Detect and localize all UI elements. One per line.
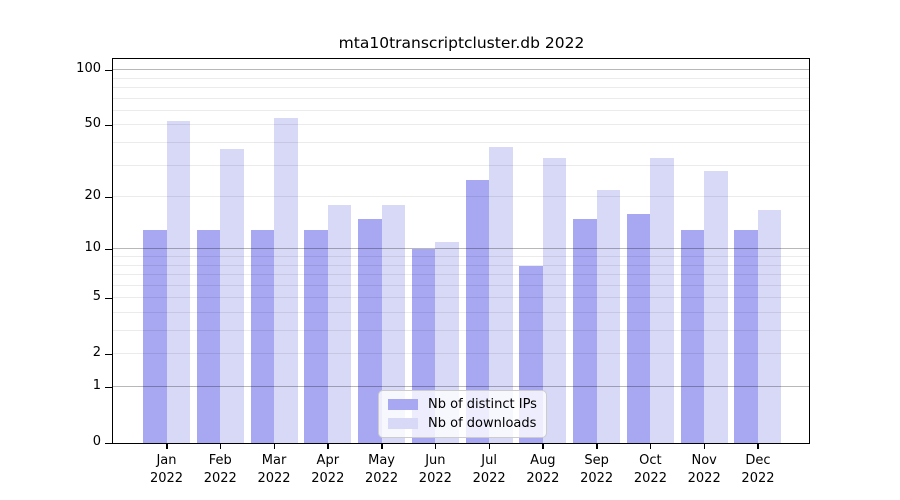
y-tick-label: 1: [92, 378, 101, 393]
bar-ips: [680, 229, 705, 443]
gridline-minor: [113, 77, 810, 79]
plot-area: [113, 59, 810, 443]
y-tick-label: 2: [92, 345, 101, 361]
y-tick: [105, 196, 112, 199]
x-tick-label: Aug 2022: [526, 453, 560, 486]
bar-downloads: [274, 117, 298, 443]
bar-downloads: [596, 189, 621, 443]
gridline-minor: [113, 264, 810, 266]
x-tick-label: Jul 2022: [472, 453, 506, 486]
y-tick: [105, 442, 112, 444]
bar-downloads: [220, 149, 244, 443]
bar-downloads: [542, 158, 567, 443]
gridline-minor: [113, 297, 810, 299]
bar-downloads: [757, 209, 782, 443]
x-tick: [488, 443, 491, 449]
bar-ips: [143, 229, 167, 443]
gridline-minor: [113, 284, 810, 286]
gridline-minor: [113, 109, 810, 111]
legend-item-downloads: Nb of downloads: [388, 416, 537, 431]
x-tick: [381, 443, 383, 449]
bar-ips: [304, 229, 328, 443]
bar-ips: [196, 229, 221, 443]
legend-swatch-downloads: [388, 417, 418, 429]
legend-label-ips: Nb of distinct IPs: [428, 397, 537, 413]
gridline-minor: [113, 164, 810, 166]
x-tick-label: Jun 2022: [418, 453, 452, 486]
gridline-minor: [113, 274, 810, 275]
bar-ips: [573, 219, 597, 443]
x-tick-label: Apr 2022: [311, 453, 345, 486]
legend-label-downloads: Nb of downloads: [428, 415, 537, 431]
legend: Nb of distinct IPs Nb of downloads: [378, 390, 547, 438]
x-tick: [166, 443, 168, 449]
bar-downloads: [166, 120, 190, 443]
y-tick-label: 50: [84, 116, 101, 132]
y-tick-label: 5: [92, 289, 101, 305]
gridline-minor: [113, 142, 810, 143]
gridline-minor: [113, 330, 810, 331]
y-tick: [105, 353, 112, 356]
x-tick: [649, 443, 652, 449]
x-tick-label: Dec 2022: [741, 453, 775, 486]
gridline-major: [113, 69, 810, 71]
x-tick-label: Oct 2022: [633, 453, 667, 486]
x-tick-label: Nov 2022: [687, 453, 721, 486]
x-tick: [434, 443, 437, 449]
gridline-minor: [113, 353, 810, 355]
bar-downloads: [650, 158, 674, 443]
y-tick: [105, 124, 112, 127]
bar-ips: [465, 179, 490, 443]
x-tick-label: Mar 2022: [257, 453, 291, 486]
bar-downloads: [704, 171, 728, 443]
bar-ips: [250, 229, 275, 443]
gridline-minor: [113, 124, 810, 126]
gridline-minor: [113, 256, 810, 257]
gridline-minor: [113, 97, 810, 99]
y-tick-label: 20: [84, 188, 101, 204]
x-tick: [757, 443, 759, 449]
y-tick: [105, 248, 112, 251]
x-tick-label: Sep 2022: [580, 453, 614, 486]
gridline-minor: [113, 312, 810, 313]
bar-downloads: [327, 205, 352, 443]
bar-ips: [734, 229, 758, 443]
x-tick-label: May 2022: [365, 453, 399, 486]
gridline-major: [113, 248, 810, 250]
y-tick: [105, 386, 112, 388]
y-tick-label: 100: [76, 61, 101, 77]
y-tick-label: 0: [92, 434, 101, 449]
y-tick: [105, 69, 112, 72]
x-tick: [596, 443, 598, 449]
y-tick-label: 10: [84, 240, 101, 256]
legend-item-ips: Nb of distinct IPs: [388, 397, 537, 412]
legend-swatch-ips: [388, 399, 418, 411]
x-tick-label: Jan 2022: [149, 453, 184, 486]
y-tick: [105, 297, 112, 300]
gridline-major: [113, 386, 810, 387]
bar-downloads: [381, 205, 406, 443]
x-tick: [542, 443, 544, 449]
gridline-minor: [113, 87, 810, 88]
x-tick: [327, 443, 329, 449]
chart-title: mta10transcriptcluster.db 2022: [338, 34, 585, 52]
x-tick: [273, 443, 276, 449]
bar-ips: [626, 214, 651, 443]
gridline-minor: [113, 196, 810, 198]
x-tick: [219, 443, 222, 449]
bar-downloads: [489, 147, 513, 443]
x-tick: [703, 443, 706, 449]
x-tick-label: Feb 2022: [203, 453, 237, 486]
bar-ips: [358, 219, 382, 443]
